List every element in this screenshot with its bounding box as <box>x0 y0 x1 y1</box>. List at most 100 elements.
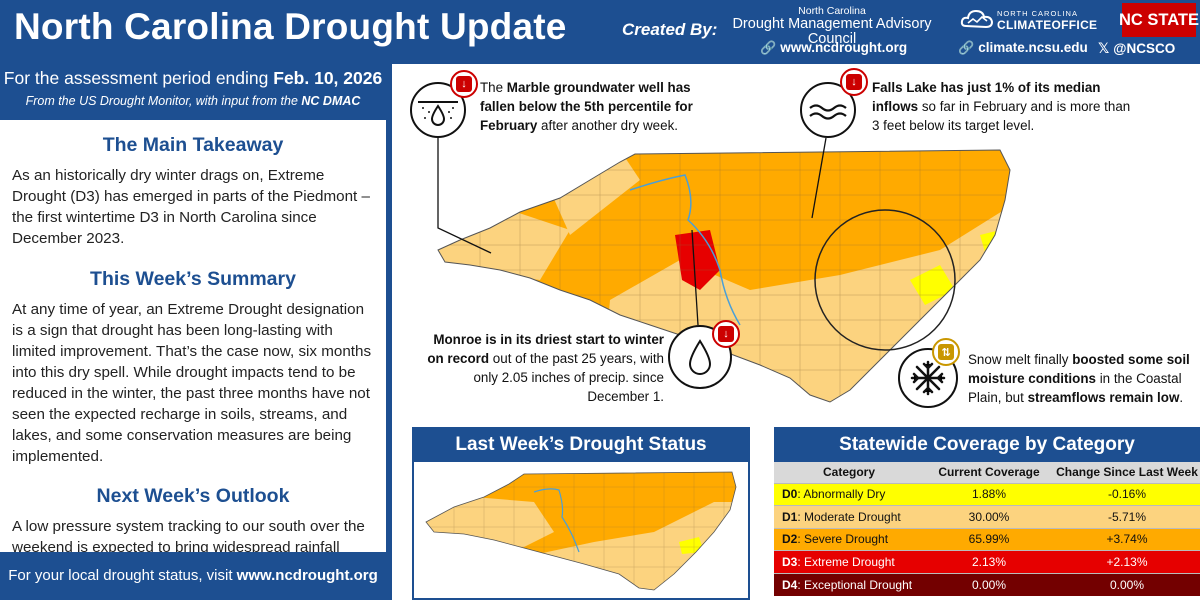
coverage-table: Category Current Coverage Change Since L… <box>774 462 1200 596</box>
footer-link[interactable]: www.ncdrought.org <box>236 567 378 584</box>
social-link[interactable]: 𝕏 @NCSCO <box>1098 40 1175 57</box>
last-week-map-box <box>412 462 750 600</box>
monroe-text-2: out of the past 25 years, with only 2.05… <box>473 351 664 404</box>
column-header: Current Coverage <box>924 462 1054 483</box>
snow-text-2: in the Coastal Plain, but <box>968 371 1182 405</box>
table-row: D4: Exceptional Drought 0.00% 0.00% <box>774 572 1200 596</box>
category-name: : Extreme Drought <box>797 554 895 569</box>
category-cell: D2: Severe Drought <box>774 527 924 551</box>
falls-lake-callout: Falls Lake has just 1% of its median inf… <box>872 78 1132 135</box>
decrease-badge: ↓ <box>450 70 478 98</box>
category-cell: D1: Moderate Drought <box>774 505 924 528</box>
column-header: Category <box>774 462 924 483</box>
category-cell: D0: Abnormally Dry <box>774 482 924 506</box>
summary-heading: This Week’s Summary <box>90 268 296 290</box>
callout-line <box>437 138 492 254</box>
well-icon <box>418 101 458 126</box>
change-cell: 0.00% <box>1054 572 1200 596</box>
category-name: : Severe Drought <box>797 532 889 547</box>
page-title: North Carolina Drought Update <box>14 6 567 47</box>
callout-line <box>811 138 827 219</box>
dmac-link-text: www.ncdrought.org <box>780 40 908 55</box>
table-row: D3: Extreme Drought 2.13% +2.13% <box>774 550 1200 573</box>
climate-link-text: climate.ncsu.edu <box>978 40 1088 55</box>
dmac-logo[interactable]: North Carolina Drought Management Adviso… <box>732 5 932 48</box>
current-coverage-cell: 2.13% <box>924 550 1054 573</box>
last-week-heading: Last Week’s Drought Status <box>412 427 750 462</box>
snow-text-bold-1: boosted some soil moisture conditions <box>968 352 1190 386</box>
falls-text-2: so far in February and is more than 3 fe… <box>872 99 1131 133</box>
category-cell: D3: Extreme Drought <box>774 550 924 573</box>
dmac-state-label: North Carolina <box>798 5 866 17</box>
category-name: : Exceptional Drought <box>797 577 913 592</box>
footer-bar: For your local drought status, visit www… <box>0 552 386 600</box>
summary-text: At any time of year, an Extreme Drought … <box>12 301 372 465</box>
header: North Carolina Drought Update Created By… <box>0 0 1200 64</box>
period-line: For the assessment period ending Feb. 10… <box>0 68 386 89</box>
raindrop-icon <box>688 339 712 375</box>
snow-text-1: Snow melt finally <box>968 352 1073 367</box>
table-row: D2: Severe Drought 65.99% +3.74% <box>774 527 1200 551</box>
category-code: D1 <box>782 509 798 524</box>
monroe-text-bold: Monroe is in its driest start to winter … <box>427 332 664 366</box>
coverage-heading: Statewide Coverage by Category <box>774 427 1200 462</box>
falls-text-bold: Falls Lake has just 1% of its median inf… <box>872 80 1101 114</box>
decrease-badge: ↓ <box>840 68 868 96</box>
table-row: D1: Moderate Drought 30.00% -5.71% <box>774 505 1200 528</box>
last-week-map <box>425 471 737 591</box>
climate-name: CLIMATEOFFICE <box>997 18 1098 32</box>
marble-text-bold: Marble groundwater well has fallen below… <box>480 80 693 133</box>
marble-text-2: after another dry week. <box>537 118 678 133</box>
table-row: D0: Abnormally Dry 1.88% -0.16% <box>774 482 1200 506</box>
x-icon: 𝕏 <box>1098 40 1110 56</box>
source-prefix: From the US Drought Monitor, with input … <box>25 94 302 108</box>
table-header-row: Category Current Coverage Change Since L… <box>774 462 1200 483</box>
callout-line <box>691 230 699 326</box>
cloud-icon <box>960 9 994 29</box>
category-code: D0 <box>782 487 798 502</box>
footer-prefix: For your local drought status, visit <box>8 567 237 584</box>
link-icon: 🔗 <box>958 40 975 55</box>
mixed-change-badge: ⇅ <box>932 338 960 366</box>
link-icon: 🔗 <box>760 40 777 55</box>
current-coverage-cell: 1.88% <box>924 482 1054 506</box>
snow-callout: Snow melt finally boosted some soil mois… <box>968 350 1190 407</box>
category-cell: D4: Exceptional Drought <box>774 572 924 596</box>
monroe-callout: Monroe is in its driest start to winter … <box>416 330 664 406</box>
climate-office-logo[interactable]: NORTH CAROLINA CLIMATEOFFICE <box>960 6 1110 34</box>
period-date: Feb. 10, 2026 <box>273 68 383 88</box>
left-panel: The Main Takeaway As an historically dry… <box>0 120 386 598</box>
snow-text-bold-2: streamflows remain low <box>1027 390 1180 405</box>
category-code: D2 <box>782 532 798 547</box>
marble-text-1: The <box>480 80 507 95</box>
waves-icon <box>809 104 847 120</box>
snowflake-icon <box>910 360 946 396</box>
change-cell: +3.74% <box>1054 527 1200 551</box>
source-bold: NC DMAC <box>301 94 361 108</box>
decrease-badge: ↓ <box>712 320 740 348</box>
dmac-name: Drought Management Advisory Council <box>732 16 932 48</box>
ncstate-logo[interactable]: NC STATE <box>1119 3 1199 37</box>
marble-callout: The Marble groundwater well has fallen b… <box>480 78 720 135</box>
takeaway-heading: The Main Takeaway <box>102 134 284 156</box>
current-coverage-cell: 65.99% <box>924 527 1054 551</box>
created-by-label: Created By: <box>622 20 718 39</box>
climate-link[interactable]: 🔗 climate.ncsu.edu <box>958 40 1088 56</box>
category-code: D3 <box>782 554 798 569</box>
source-line: From the US Drought Monitor, with input … <box>0 94 386 108</box>
period-box: For the assessment period ending Feb. 10… <box>0 64 386 120</box>
period-prefix: For the assessment period ending <box>3 68 274 88</box>
change-cell: +2.13% <box>1054 550 1200 573</box>
change-cell: -5.71% <box>1054 505 1200 528</box>
current-coverage-cell: 30.00% <box>924 505 1054 528</box>
category-code: D4 <box>782 577 798 592</box>
arrow-down-icon: ↓ <box>846 74 862 90</box>
social-handle: @NCSCO <box>1113 41 1176 56</box>
precip-icon-circle <box>668 325 732 389</box>
snow-text-3: . <box>1179 390 1184 405</box>
dmac-link[interactable]: 🔗 www.ncdrought.org <box>760 40 907 56</box>
coverage-table-body: D0: Abnormally Dry 1.88% -0.16% D1: Moderat… <box>774 482 1200 596</box>
category-name: : Abnormally Dry <box>797 487 886 502</box>
arrow-down-icon: ↓ <box>718 326 734 342</box>
outlook-heading: Next Week’s Outlook <box>96 485 290 507</box>
